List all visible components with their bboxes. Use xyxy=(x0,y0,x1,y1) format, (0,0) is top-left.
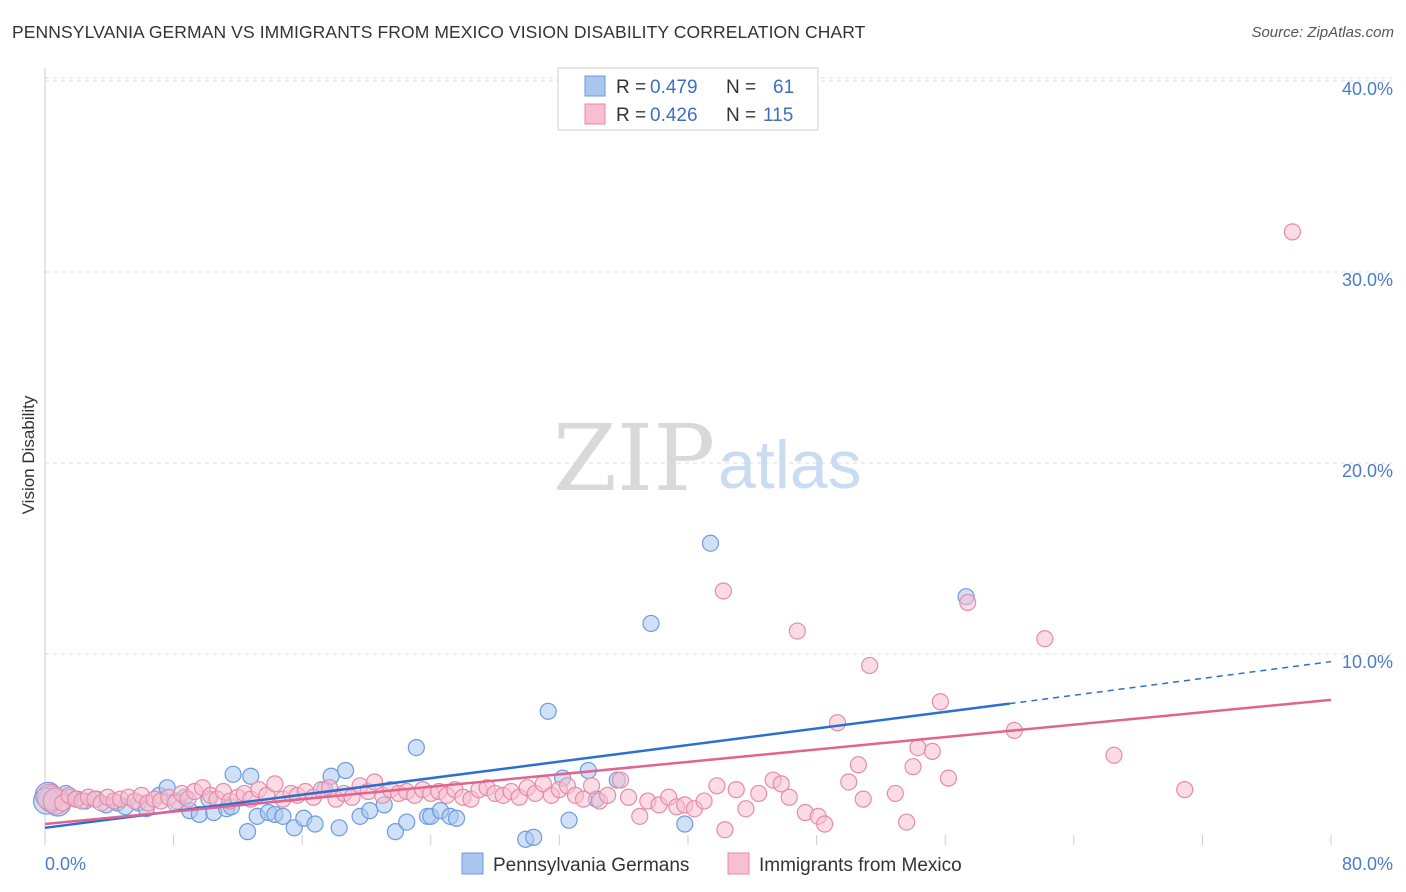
legend-n-value-1: 61 xyxy=(773,77,794,98)
data-point-immigrants-from-mexico xyxy=(714,582,732,600)
y-tick-label: 20.0% xyxy=(1342,461,1393,481)
data-point-immigrants-from-mexico xyxy=(904,758,922,776)
y-tick-label: 30.0% xyxy=(1342,270,1393,290)
legend-r-value-1: 0.479 xyxy=(650,77,698,98)
data-point-pennsylvania-germans xyxy=(337,761,355,780)
trend-line-blue xyxy=(44,702,1010,830)
data-point-immigrants-from-mexico xyxy=(695,792,713,810)
data-point-pennsylvania-germans xyxy=(274,807,292,825)
grid-layer xyxy=(45,77,1392,655)
axis-layer xyxy=(44,68,1332,845)
data-point-immigrants-from-mexico xyxy=(599,786,617,804)
bottom-legend-swatch-blue xyxy=(461,852,484,875)
data-point-immigrants-from-mexico xyxy=(959,593,977,612)
legend-r-label-1: R = xyxy=(616,77,646,98)
watermark-atlas: atlas xyxy=(718,427,862,503)
data-point-immigrants-from-mexico xyxy=(909,738,927,757)
data-point-pennsylvania-germans xyxy=(386,823,405,841)
legend-n-value-2: 115 xyxy=(763,105,793,126)
legend-swatch-blue xyxy=(584,75,606,97)
y-tick-label: 10.0% xyxy=(1342,652,1393,672)
x-tick-label: 0.0% xyxy=(45,854,86,874)
data-point-immigrants-from-mexico xyxy=(939,769,958,787)
data-point-pennsylvania-germans xyxy=(224,765,242,783)
data-point-immigrants-from-mexico xyxy=(727,781,745,799)
data-point-immigrants-from-mexico xyxy=(1283,223,1302,241)
data-point-pennsylvania-germans xyxy=(560,811,578,829)
data-point-immigrants-from-mexico xyxy=(828,714,847,732)
data-point-immigrants-from-mexico xyxy=(816,815,834,833)
data-point-immigrants-from-mexico xyxy=(923,742,941,761)
data-point-immigrants-from-mexico xyxy=(750,784,768,803)
legend-r-label-2: R = xyxy=(616,105,646,126)
source-label: Source: ZipAtlas.com xyxy=(1251,24,1394,41)
trend-line-extension-blue xyxy=(1009,660,1332,705)
data-point-pennsylvania-germans xyxy=(701,534,720,552)
data-point-immigrants-from-mexico xyxy=(582,777,601,795)
data-point-pennsylvania-germans xyxy=(398,813,416,831)
legend-r-value-2: 0.426 xyxy=(650,105,698,126)
data-point-pennsylvania-germans xyxy=(642,614,660,633)
y-tick-label: 40.0% xyxy=(1342,79,1393,99)
tick-labels: 10.0% 20.0% 30.0% 40.0% 0.0% 80.0% xyxy=(45,79,1393,874)
data-point-pennsylvania-germans xyxy=(676,815,694,833)
data-point-pennsylvania-germans xyxy=(361,802,379,820)
data-point-pennsylvania-germans xyxy=(242,767,260,785)
data-point-pennsylvania-germans xyxy=(539,702,557,720)
data-point-immigrants-from-mexico xyxy=(861,656,879,675)
data-point-immigrants-from-mexico xyxy=(631,807,649,825)
data-point-pennsylvania-germans xyxy=(330,819,348,837)
trend-layer xyxy=(44,660,1332,830)
watermark: ZIP atlas xyxy=(553,405,862,512)
x-tick-label: 80.0% xyxy=(1342,854,1393,874)
data-point-immigrants-from-mexico xyxy=(708,777,726,795)
data-point-pennsylvania-germans xyxy=(238,823,257,841)
legend: R = 0.479 N = 61 R = 0.426 N = 115 xyxy=(557,67,819,131)
bottom-legend: Pennsylvania Germans Immigrants from Mex… xyxy=(461,852,962,876)
data-point-pennsylvania-germans xyxy=(525,828,543,846)
data-point-pennsylvania-germans xyxy=(447,809,466,827)
data-point-immigrants-from-mexico xyxy=(266,775,284,793)
bottom-legend-label-pink: Immigrants from Mexico xyxy=(759,855,962,876)
data-point-immigrants-from-mexico xyxy=(788,622,806,640)
chart-title: PENNSYLVANIA GERMAN VS IMMIGRANTS FROM M… xyxy=(12,22,866,42)
data-point-immigrants-from-mexico xyxy=(886,784,904,803)
bottom-legend-label-blue: Pennsylvania Germans xyxy=(493,855,689,876)
data-point-immigrants-from-mexico xyxy=(854,790,872,808)
data-point-immigrants-from-mexico xyxy=(1176,781,1194,799)
data-point-immigrants-from-mexico xyxy=(840,773,858,791)
data-point-immigrants-from-mexico xyxy=(619,788,638,806)
legend-n-label-2: N = xyxy=(726,105,756,126)
legend-swatch-pink xyxy=(584,103,606,125)
data-point-pennsylvania-germans xyxy=(306,815,324,833)
data-point-immigrants-from-mexico xyxy=(1036,630,1054,648)
data-point-immigrants-from-mexico xyxy=(931,693,949,711)
data-point-immigrants-from-mexico xyxy=(1105,746,1123,764)
data-point-immigrants-from-mexico xyxy=(716,821,734,839)
data-point-pennsylvania-germans xyxy=(407,738,425,757)
data-point-immigrants-from-mexico xyxy=(737,800,755,818)
data-point-immigrants-from-mexico xyxy=(849,756,867,774)
watermark-zip: ZIP xyxy=(553,405,715,512)
points-layer xyxy=(33,223,1302,848)
bottom-legend-swatch-pink xyxy=(727,852,750,875)
data-point-immigrants-from-mexico xyxy=(898,813,916,831)
data-point-immigrants-from-mexico xyxy=(772,775,790,793)
data-point-immigrants-from-mexico xyxy=(780,788,798,806)
data-point-immigrants-from-mexico xyxy=(611,771,630,789)
legend-n-label-1: N = xyxy=(726,77,756,98)
y-axis-label: Vision Disability xyxy=(19,395,38,514)
trend-line-pink xyxy=(44,698,1332,826)
